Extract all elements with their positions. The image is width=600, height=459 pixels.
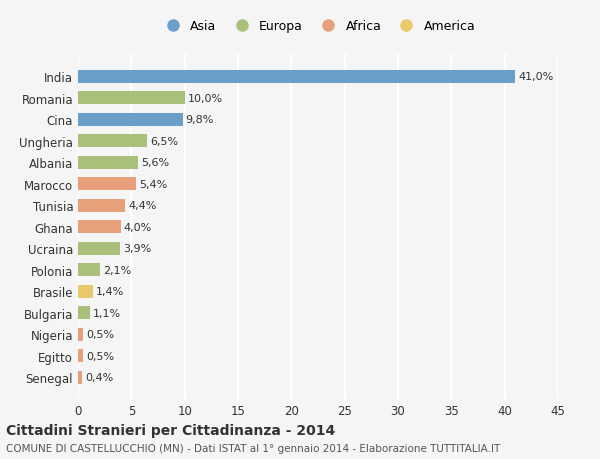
Bar: [78, 178, 136, 191]
Text: 0,4%: 0,4%: [85, 372, 114, 382]
Text: 9,8%: 9,8%: [186, 115, 214, 125]
Bar: [78, 92, 185, 105]
Text: 0,5%: 0,5%: [86, 351, 115, 361]
Text: 3,9%: 3,9%: [123, 244, 151, 254]
Bar: [78, 221, 121, 234]
Bar: [78, 113, 182, 127]
Bar: [78, 371, 82, 384]
Bar: [78, 328, 83, 341]
Text: 41,0%: 41,0%: [518, 72, 554, 82]
Text: 2,1%: 2,1%: [104, 265, 132, 275]
Text: 1,1%: 1,1%: [93, 308, 121, 318]
Legend: Asia, Europa, Africa, America: Asia, Europa, Africa, America: [157, 17, 479, 37]
Text: COMUNE DI CASTELLUCCHIO (MN) - Dati ISTAT al 1° gennaio 2014 - Elaborazione TUTT: COMUNE DI CASTELLUCCHIO (MN) - Dati ISTA…: [6, 443, 500, 453]
Text: 1,4%: 1,4%: [96, 286, 124, 297]
Text: 5,4%: 5,4%: [139, 179, 167, 189]
Text: 4,4%: 4,4%: [128, 201, 157, 211]
Bar: [78, 135, 148, 148]
Bar: [78, 263, 100, 276]
Bar: [78, 349, 83, 362]
Text: Cittadini Stranieri per Cittadinanza - 2014: Cittadini Stranieri per Cittadinanza - 2…: [6, 423, 335, 437]
Bar: [78, 157, 138, 169]
Text: 6,5%: 6,5%: [151, 136, 179, 146]
Bar: [78, 285, 93, 298]
Text: 0,5%: 0,5%: [86, 330, 115, 339]
Bar: [78, 71, 515, 84]
Text: 10,0%: 10,0%: [188, 94, 223, 104]
Bar: [78, 307, 90, 319]
Text: 5,6%: 5,6%: [141, 158, 169, 168]
Bar: [78, 242, 119, 255]
Text: 4,0%: 4,0%: [124, 222, 152, 232]
Bar: [78, 199, 125, 212]
